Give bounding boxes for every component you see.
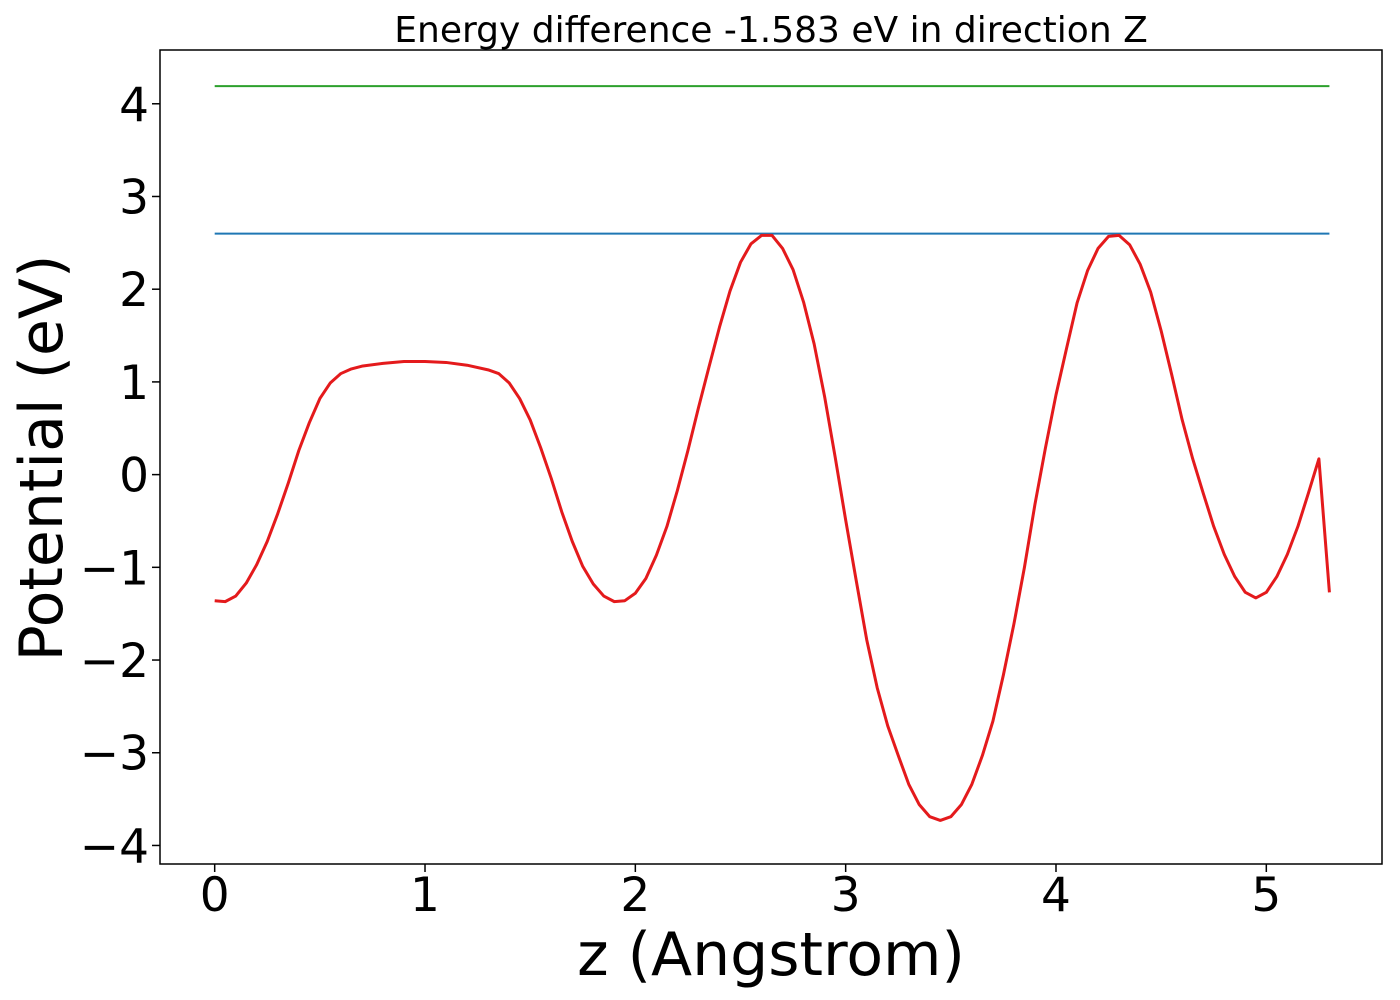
x-tick-label: 4 [1041, 868, 1071, 923]
x-tick-label: 5 [1251, 868, 1281, 923]
x-tick-label: 0 [200, 868, 230, 923]
y-tick-label: 2 [119, 263, 149, 318]
y-tick-label: 3 [119, 170, 149, 225]
y-tick-label: 1 [119, 356, 149, 411]
y-axis-label: Potential (eV) [7, 255, 77, 662]
y-tick-label: −4 [80, 819, 149, 874]
y-tick-label: 4 [119, 78, 149, 133]
x-tick-label: 2 [620, 868, 650, 923]
series-line-3 [214, 233, 1331, 822]
plot-area: 0 1 2 3 4 5 −4 −3 −2 −1 0 1 2 3 4 [80, 49, 1383, 923]
x-tick-label: 1 [410, 868, 440, 923]
x-axis-label: z (Angstrom) [577, 920, 965, 990]
y-tick-label: 0 [119, 449, 149, 504]
axes-frame [159, 49, 1383, 865]
y-tick-label: −2 [80, 634, 149, 689]
x-tick-label: 3 [831, 868, 861, 923]
y-tick-label: −3 [80, 727, 149, 782]
y-tick-label: −1 [80, 541, 149, 596]
chart-title: Energy difference -1.583 eV in direction… [394, 10, 1148, 51]
